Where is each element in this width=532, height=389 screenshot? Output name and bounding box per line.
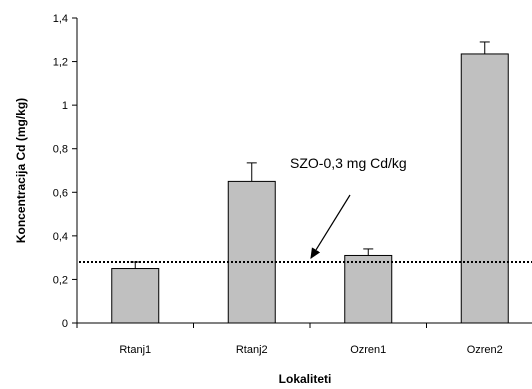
bar [344,254,393,324]
annotation-arrow [310,194,351,260]
y-tick-label: 0,4 [53,231,68,243]
bar [227,180,276,324]
x-axis-title: Lokaliteti [279,372,332,386]
y-tick-label: 0,8 [53,144,68,156]
y-tick-label: 1,2 [53,57,68,69]
bars [111,53,509,324]
x-tick-label: Rtanj1 [119,344,151,356]
y-tick-label: 0,2 [53,274,68,286]
x-tick-label: Ozren1 [350,344,386,356]
x-axis-ticks: Rtanj1 Rtanj2 Ozren1 Ozren2 [76,323,503,356]
y-axis-title: Koncentracija Cd (mg/kg) [14,98,28,243]
y-tick-label: 1,4 [53,13,68,25]
error-bars [130,41,490,269]
y-tick-label: 0 [62,318,68,330]
reference-line-label: SZO-0,3 mg Cd/kg [290,155,407,171]
bar [111,268,160,324]
y-tick-label: 1 [62,100,68,112]
bar [460,53,509,324]
y-tick-label: 0,6 [53,187,68,199]
y-axis-ticks: 0 0,2 0,4 0,6 0,8 1 1,2 1,4 [53,13,77,330]
x-tick-label: Ozren2 [467,344,503,356]
x-tick-label: Rtanj2 [236,344,268,356]
